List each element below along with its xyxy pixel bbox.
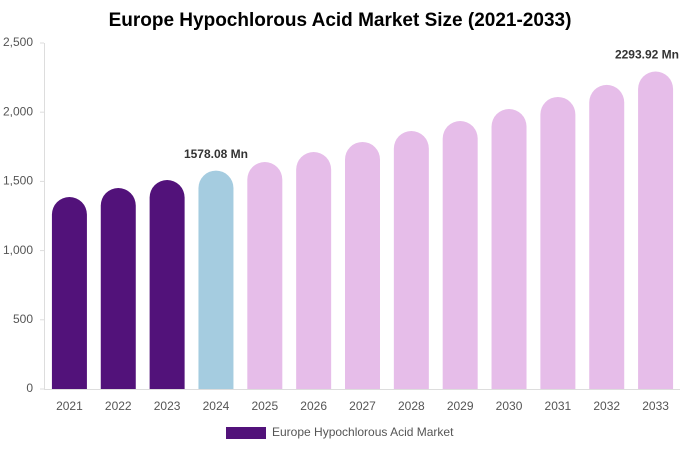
x-tick-label: 2027 [349, 399, 376, 413]
y-tick-label: 1,500 [3, 174, 33, 188]
x-tick-label: 2032 [593, 399, 620, 413]
x-tick-label: 2029 [447, 399, 474, 413]
bar [491, 109, 527, 390]
bar [100, 188, 136, 389]
bar [149, 180, 185, 389]
x-tick-label: 2023 [154, 399, 181, 413]
bar [393, 131, 429, 390]
x-tick-label: 2021 [56, 399, 83, 413]
bar [540, 96, 576, 389]
bar [442, 121, 478, 389]
chart-title: Europe Hypochlorous Acid Market Size (20… [109, 10, 572, 31]
bar [51, 197, 87, 389]
y-tick-label: 0 [26, 381, 33, 395]
bar [247, 162, 283, 389]
y-tick-label: 2,500 [3, 35, 33, 49]
x-tick-label: 2025 [251, 399, 278, 413]
x-tick-label: 2028 [398, 399, 425, 413]
y-tick-label: 2,000 [3, 104, 33, 118]
value-label: 1578.08 Mn [184, 147, 248, 161]
x-tick-label: 2030 [496, 399, 523, 413]
x-tick-label: 2031 [545, 399, 572, 413]
x-tick-label: 2026 [300, 399, 327, 413]
legend-label: Europe Hypochlorous Acid Market [272, 425, 454, 439]
bar [198, 170, 234, 389]
bar [589, 84, 625, 389]
legend-swatch [226, 427, 266, 439]
bar [638, 71, 674, 389]
value-label: 2293.92 Mn [615, 48, 679, 62]
y-tick-label: 1,000 [3, 243, 33, 257]
bar [345, 141, 380, 389]
y-tick-label: 500 [13, 312, 33, 326]
x-tick-label: 2033 [642, 399, 669, 413]
bar [296, 152, 332, 389]
x-tick-label: 2022 [105, 399, 132, 413]
x-tick-label: 2024 [203, 399, 230, 413]
